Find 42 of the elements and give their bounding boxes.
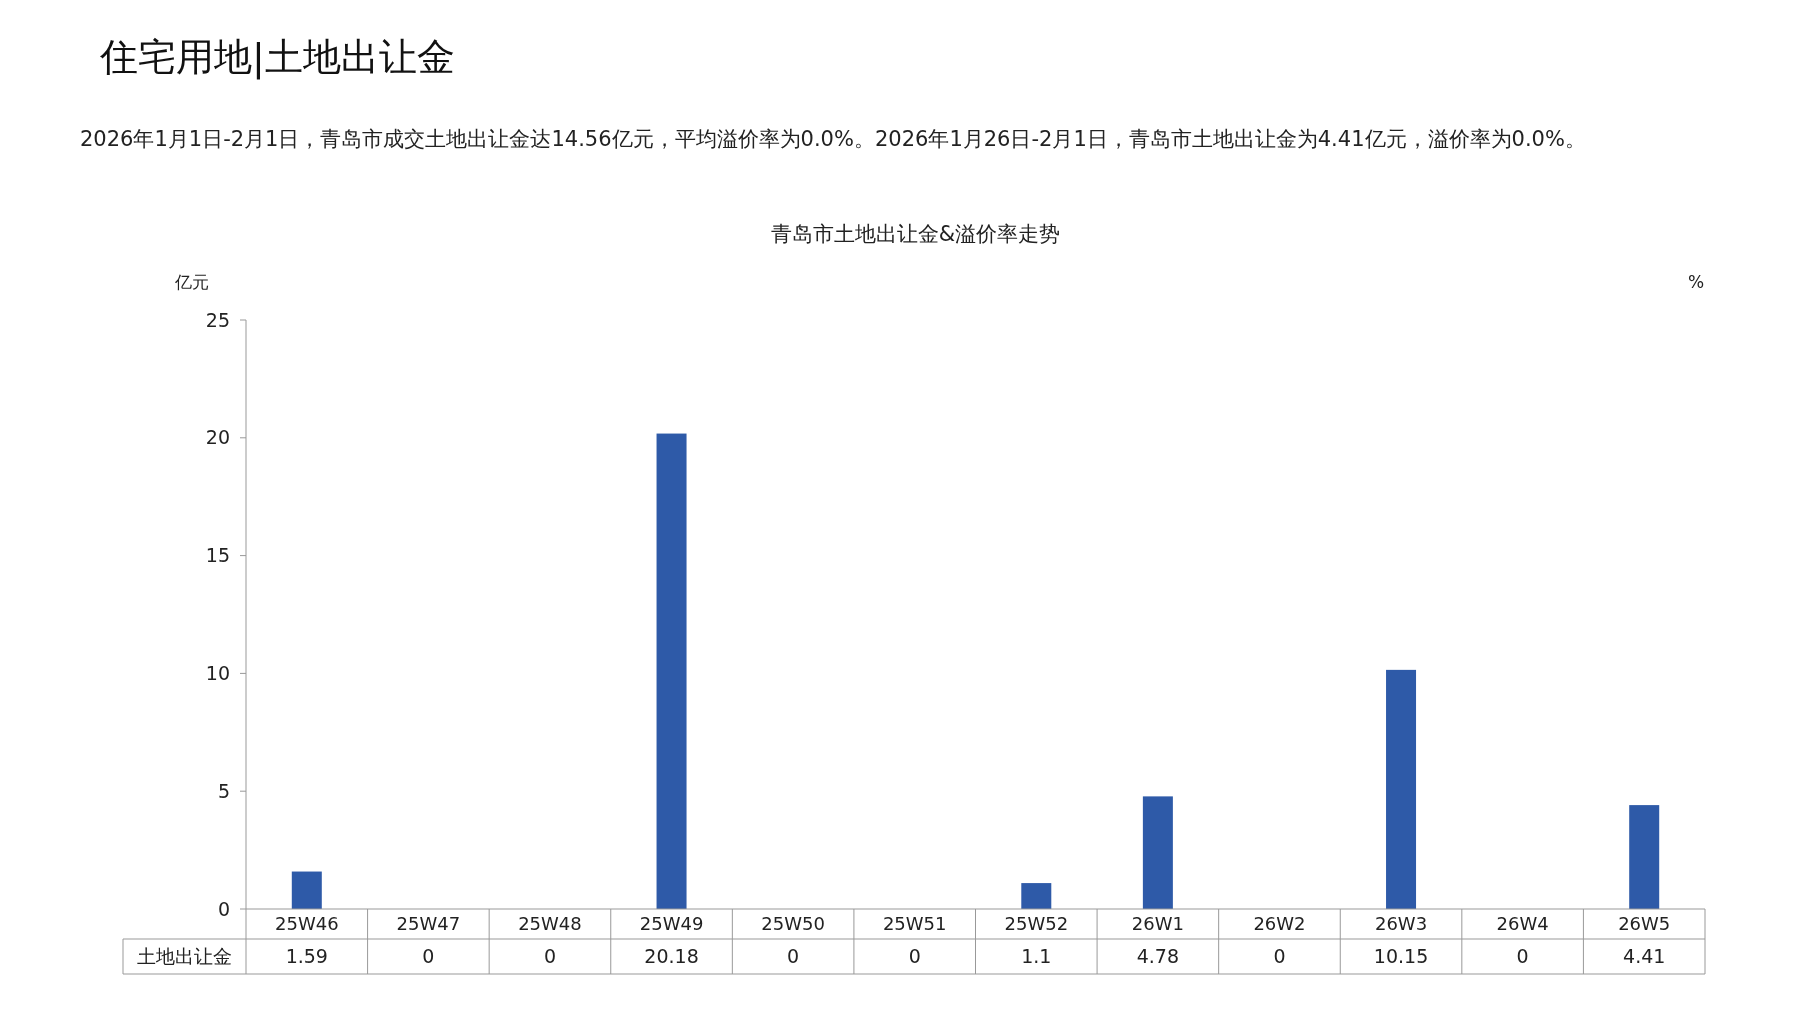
y-tick-label: 20	[205, 426, 230, 449]
data-label: 20.18	[644, 945, 699, 968]
x-tick-label: 25W52	[1004, 913, 1069, 935]
bar	[1386, 669, 1417, 909]
text: 2026年1月1日-2月1日，青岛市成交土地出让金达14.56亿元，平均溢价率为0.0%。2026年1月26日-2月1日，青岛市土地出让金为4.41亿元，溢价率为0.0%。	[80, 127, 1586, 151]
y-tick-label: 15	[205, 544, 230, 567]
x-tick-label: 25W46	[274, 913, 339, 935]
x-tick-label: 25W49	[639, 913, 704, 935]
x-tick-label: 26W1	[1131, 913, 1184, 935]
x-tick-label: 26W4	[1496, 913, 1549, 935]
bar	[291, 871, 322, 909]
y-tick-label: 25	[205, 308, 230, 331]
chart-title: 住宅用地|土地出让金	[99, 35, 455, 80]
data-label: 0	[1273, 945, 1286, 968]
x-tick-label: 25W48	[518, 913, 582, 935]
x-tick-label: 25W50	[761, 913, 825, 935]
y2-axis-title: %	[1687, 272, 1705, 292]
bar	[1142, 796, 1173, 909]
bar	[656, 433, 687, 909]
data-label: 0	[787, 945, 800, 968]
x-tick-label: 26W2	[1253, 913, 1306, 935]
y-axis-title: 亿元	[174, 272, 209, 292]
x-tick-label: 25W47	[396, 913, 461, 935]
bar	[1021, 883, 1052, 909]
text: 土地出让金	[137, 945, 232, 968]
data-label: 4.41	[1623, 945, 1666, 968]
data-label: 0	[908, 945, 921, 968]
y-tick-label: 10	[205, 662, 230, 685]
data-label: 4.78	[1136, 945, 1180, 968]
y-tick-label: 0	[217, 897, 230, 920]
chart-subtitle: 青岛市土地出让金&溢价率走势	[770, 222, 1061, 246]
data-label: 0	[422, 945, 435, 968]
bar	[1629, 805, 1660, 909]
x-tick-label: 26W5	[1618, 913, 1671, 935]
x-tick-label: 26W3	[1374, 913, 1428, 935]
data-label: 0	[1516, 945, 1529, 968]
data-label: 1.1	[1021, 945, 1052, 968]
data-label: 0	[543, 945, 557, 968]
x-tick-label: 25W51	[882, 913, 947, 935]
data-label: 1.59	[285, 945, 328, 968]
y-tick-label: 5	[217, 779, 230, 802]
data-label: 10.15	[1373, 945, 1429, 968]
